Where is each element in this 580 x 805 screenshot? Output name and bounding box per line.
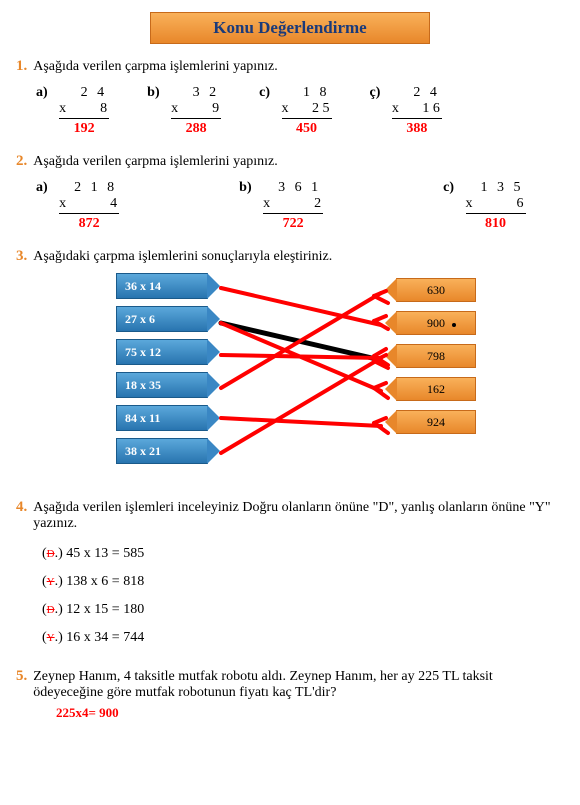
q1-text: Aşağıda verilen çarpma işlemlerini yapın… bbox=[33, 59, 278, 75]
q1-number: 1. bbox=[16, 58, 27, 75]
left-item: 75 x 12 bbox=[116, 339, 208, 365]
q3-text: Aşağıdaki çarpma işlemlerini sonuçlarıyl… bbox=[33, 249, 332, 265]
q1-d: ç) 2 4 x1 6 388 bbox=[370, 85, 442, 137]
question-5: 5. Zeynep Hanım, 4 taksitle mutfak robot… bbox=[16, 668, 564, 721]
right-item: 630 bbox=[396, 278, 476, 302]
left-item: 27 x 6 bbox=[116, 306, 208, 332]
header-banner: Konu Değerlendirme bbox=[150, 12, 430, 44]
q1-a: a) 2 4 x8 192 bbox=[36, 85, 109, 137]
question-3: 3. Aşağıdaki çarpma işlemlerini sonuçlar… bbox=[16, 248, 564, 483]
q5-answer: 225x4= 900 bbox=[56, 705, 564, 721]
question-2: 2. Aşağıda verilen çarpma işlemlerini ya… bbox=[16, 153, 564, 232]
left-item: 84 x 11 bbox=[116, 405, 208, 431]
right-item: 924 bbox=[396, 410, 476, 434]
q1-problems: a) 2 4 x8 192 b) 3 2 x9 288 c) 1 8 x2 5 … bbox=[36, 85, 564, 137]
q3-number: 3. bbox=[16, 248, 27, 265]
tf-item: (D.) 45 x 13 = 585 bbox=[42, 540, 564, 568]
left-item: 36 x 14 bbox=[116, 273, 208, 299]
left-item: 38 x 21 bbox=[116, 438, 208, 464]
right-item: 798 bbox=[396, 344, 476, 368]
right-item: 162 bbox=[396, 377, 476, 401]
q5-number: 5. bbox=[16, 668, 27, 685]
left-item: 18 x 35 bbox=[116, 372, 208, 398]
question-1: 1. Aşağıda verilen çarpma işlemlerini ya… bbox=[16, 58, 564, 137]
question-4: 4. Aşağıda verilen işlemleri inceleyiniz… bbox=[16, 499, 564, 652]
q2-text: Aşağıda verilen çarpma işlemlerini yapın… bbox=[33, 154, 278, 170]
tf-item: (D.) 12 x 15 = 180 bbox=[42, 596, 564, 624]
matching-diagram: 36 x 14 27 x 6 75 x 12 18 x 35 84 x 11 3… bbox=[116, 273, 476, 483]
match-left-column: 36 x 14 27 x 6 75 x 12 18 x 35 84 x 11 3… bbox=[116, 273, 208, 471]
match-right-column: 630 900 798 162 924 bbox=[396, 278, 476, 443]
q2-a: a) 2 1 8 x4 872 bbox=[36, 180, 119, 232]
q1-c: c) 1 8 x2 5 450 bbox=[259, 85, 331, 137]
q2-c: c) 1 3 5 x6 810 bbox=[443, 180, 525, 232]
true-false-list: (D.) 45 x 13 = 585 (Y.) 138 x 6 = 818 (D… bbox=[42, 540, 564, 652]
q2-problems: a) 2 1 8 x4 872 b) 3 6 1 x2 722 c) 1 3 5… bbox=[36, 180, 564, 232]
q2-b: b) 3 6 1 x2 722 bbox=[239, 180, 323, 232]
q4-text: Aşağıda verilen işlemleri inceleyiniz Do… bbox=[33, 500, 564, 532]
q4-number: 4. bbox=[16, 499, 27, 516]
q1-b: b) 3 2 x9 288 bbox=[147, 85, 221, 137]
right-item: 900 bbox=[396, 311, 476, 335]
q2-number: 2. bbox=[16, 153, 27, 170]
tf-item: (Y.) 16 x 34 = 744 bbox=[42, 624, 564, 652]
tf-item: (Y.) 138 x 6 = 818 bbox=[42, 568, 564, 596]
q5-text: Zeynep Hanım, 4 taksitle mutfak robotu a… bbox=[33, 669, 564, 701]
decorative-dot bbox=[452, 323, 456, 327]
